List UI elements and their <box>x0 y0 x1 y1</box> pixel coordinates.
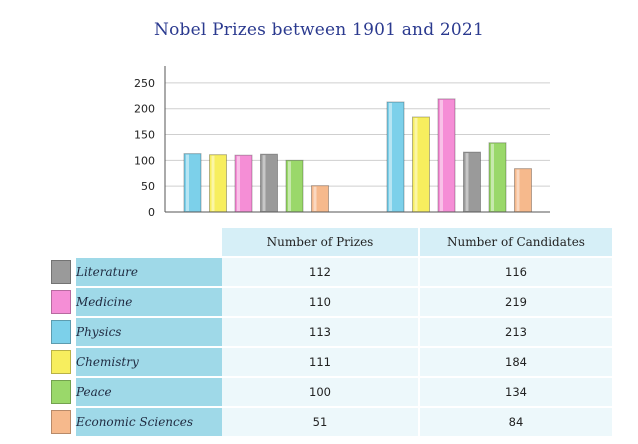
cell-candidates: 84 <box>420 408 612 436</box>
legend-swatch-medicine <box>51 290 71 314</box>
table-row: Medicine 110 219 <box>48 288 612 316</box>
y-tick-label: 100 <box>134 154 155 167</box>
table-row: Economic Sciences 51 84 <box>48 408 612 436</box>
header-blank-swatch <box>48 228 76 256</box>
bar-highlight <box>389 103 392 211</box>
legend-swatch-economic-sciences <box>51 410 71 434</box>
legend-swatch-chemistry <box>51 350 71 374</box>
table-body: Literature 112 116 Medicine 110 219 Physics 113… <box>48 258 612 436</box>
row-label: Economic Sciences <box>76 408 222 436</box>
legend-swatch-cell <box>48 408 76 436</box>
bar-highlight <box>186 154 189 211</box>
bar-chart: 0 50 100 150 200 250 <box>134 66 550 219</box>
y-tick-label: 250 <box>134 77 155 90</box>
chart-title: Nobel Prizes between 1901 and 2021 <box>154 20 484 40</box>
cell-candidates: 184 <box>420 348 612 376</box>
table-row: Literature 112 116 <box>48 258 612 286</box>
row-label: Physics <box>76 318 222 346</box>
cell-candidates: 213 <box>420 318 612 346</box>
axes <box>164 66 550 213</box>
bar-highlight <box>313 186 317 211</box>
bar-highlight <box>237 156 240 211</box>
legend-swatch-cell <box>48 378 76 406</box>
bar-highlight <box>465 153 469 211</box>
cell-candidates: 219 <box>420 288 612 316</box>
cell-prizes: 110 <box>222 288 420 316</box>
legend-swatch-peace <box>51 380 71 404</box>
bar-highlight <box>414 117 418 211</box>
bar-highlight <box>440 99 443 211</box>
bars <box>183 98 532 213</box>
data-table: Number of Prizes Number of Candidates Li… <box>48 226 612 438</box>
table-header-row: Number of Prizes Number of Candidates <box>48 228 612 256</box>
header-blank-name <box>76 228 222 256</box>
cell-candidates: 134 <box>420 378 612 406</box>
row-label: Literature <box>76 258 222 286</box>
bar-highlight <box>211 155 215 211</box>
y-axis-ticks: 0 50 100 150 200 250 <box>134 77 155 219</box>
bar-highlight <box>262 155 266 211</box>
header-number-of-prizes: Number of Prizes <box>222 228 420 256</box>
legend-swatch-literature <box>51 260 71 284</box>
y-tick-label: 0 <box>148 206 155 219</box>
bar-highlight <box>288 161 291 211</box>
row-label: Medicine <box>76 288 222 316</box>
cell-prizes: 111 <box>222 348 420 376</box>
legend-swatch-cell <box>48 288 76 316</box>
legend-swatch-cell <box>48 348 76 376</box>
table-row: Physics 113 213 <box>48 318 612 346</box>
cell-prizes: 51 <box>222 408 420 436</box>
header-number-of-candidates: Number of Candidates <box>420 228 612 256</box>
bar-highlight <box>491 143 494 211</box>
table-row: Chemistry 111 184 <box>48 348 612 376</box>
grid-lines <box>165 82 550 187</box>
cell-candidates: 116 <box>420 258 612 286</box>
legend-swatch-cell <box>48 258 76 286</box>
row-label: Chemistry <box>76 348 222 376</box>
legend-swatch-cell <box>48 318 76 346</box>
cell-prizes: 100 <box>222 378 420 406</box>
y-tick-label: 150 <box>134 129 155 142</box>
y-tick-label: 50 <box>141 180 155 193</box>
cell-prizes: 112 <box>222 258 420 286</box>
legend-swatch-physics <box>51 320 71 344</box>
cell-prizes: 113 <box>222 318 420 346</box>
row-label: Peace <box>76 378 222 406</box>
bar-highlight <box>516 169 520 211</box>
y-tick-label: 200 <box>134 103 155 116</box>
table-row: Peace 100 134 <box>48 378 612 406</box>
